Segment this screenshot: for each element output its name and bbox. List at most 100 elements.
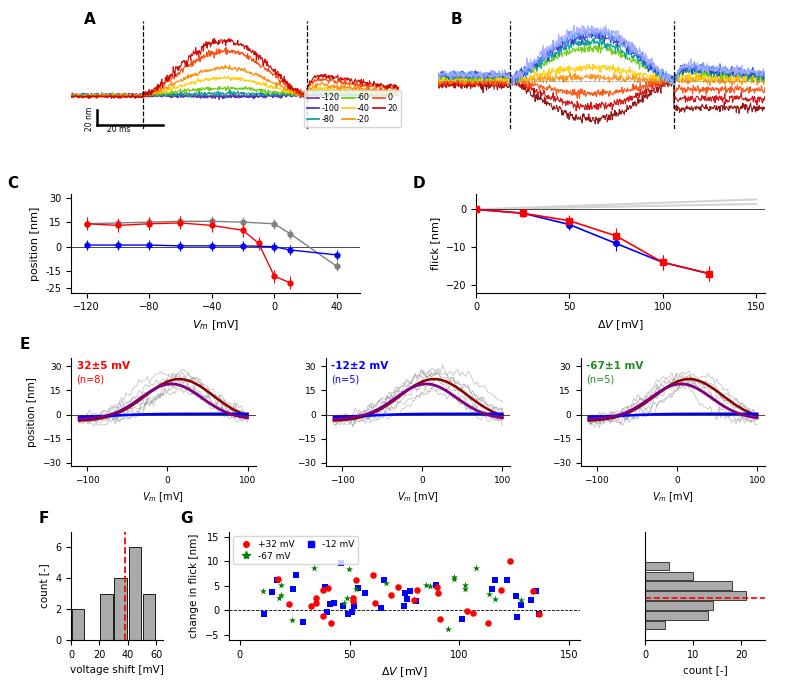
Point <box>308 563 320 574</box>
Point <box>410 585 423 596</box>
Point <box>346 596 359 607</box>
Text: C: C <box>7 176 18 191</box>
Legend: -120, -100, -80, -60, -40, -20, 0, 20: -120, -100, -80, -60, -40, -20, 0, 20 <box>304 90 401 127</box>
Point <box>321 582 334 593</box>
Point <box>316 610 329 621</box>
Point <box>504 556 517 567</box>
Text: (n=8): (n=8) <box>77 374 105 385</box>
X-axis label: count [-]: count [-] <box>683 665 727 675</box>
Point <box>257 585 270 596</box>
Point <box>282 598 295 609</box>
Point <box>309 598 322 609</box>
Text: -12±2 mV: -12±2 mV <box>331 361 389 372</box>
Point <box>316 584 329 595</box>
Text: A: A <box>84 12 95 27</box>
Bar <box>645 591 746 600</box>
Point <box>377 574 390 585</box>
Point <box>297 616 309 627</box>
X-axis label: voltage shift [mV]: voltage shift [mV] <box>70 665 164 675</box>
Point <box>447 573 460 584</box>
Bar <box>100 594 113 640</box>
Point <box>458 580 471 591</box>
Point <box>350 584 362 595</box>
Bar <box>72 609 84 640</box>
Point <box>403 585 416 596</box>
Legend: +32 mV, -67 mV, -12 mV: +32 mV, -67 mV, -12 mV <box>234 536 358 564</box>
Point <box>275 580 288 591</box>
Point <box>397 601 409 612</box>
Point <box>335 557 348 568</box>
Point <box>485 583 498 594</box>
Point <box>488 574 501 585</box>
Text: -67±1 mV: -67±1 mV <box>586 361 644 372</box>
X-axis label: $V_m$ [mV]: $V_m$ [mV] <box>398 491 439 504</box>
Point <box>533 609 545 620</box>
Point <box>342 563 355 574</box>
Text: (n=5): (n=5) <box>331 374 360 385</box>
Point <box>483 588 495 599</box>
Text: D: D <box>413 176 425 191</box>
Point <box>305 600 317 611</box>
Y-axis label: flick [nm]: flick [nm] <box>430 217 440 270</box>
Point <box>270 575 282 586</box>
Point <box>391 582 404 593</box>
Point <box>527 585 540 596</box>
Point <box>286 614 299 625</box>
Point <box>514 600 527 611</box>
Point <box>409 595 422 606</box>
Point <box>529 586 542 597</box>
Point <box>309 592 322 603</box>
Point <box>385 590 398 601</box>
Point <box>524 595 537 606</box>
Point <box>327 597 340 608</box>
Y-axis label: count [-]: count [-] <box>39 563 50 608</box>
Point <box>510 590 522 601</box>
Bar <box>645 621 664 630</box>
Point <box>511 612 524 623</box>
Point <box>319 581 331 592</box>
Point <box>467 608 480 619</box>
Point <box>420 580 432 591</box>
X-axis label: $V_m$ [mV]: $V_m$ [mV] <box>653 491 694 504</box>
Text: 20 ms: 20 ms <box>107 125 130 134</box>
Point <box>398 588 411 599</box>
Point <box>275 590 288 601</box>
Point <box>407 594 420 605</box>
Point <box>375 602 387 613</box>
Point <box>380 578 392 589</box>
Point <box>320 607 333 618</box>
Point <box>515 594 528 605</box>
Text: (n=5): (n=5) <box>586 374 615 385</box>
Point <box>501 574 514 585</box>
Point <box>442 624 454 635</box>
Bar <box>645 611 708 620</box>
Point <box>429 579 442 590</box>
Point <box>367 570 380 581</box>
Point <box>495 584 507 595</box>
Point <box>290 570 302 581</box>
Point <box>401 594 413 605</box>
Point <box>431 581 443 592</box>
Point <box>266 587 279 598</box>
Point <box>456 613 469 624</box>
Point <box>434 613 447 624</box>
Point <box>325 617 338 628</box>
Text: 32±5 mV: 32±5 mV <box>77 361 129 372</box>
X-axis label: $\Delta V$ [mV]: $\Delta V$ [mV] <box>597 318 644 332</box>
Bar <box>645 581 731 590</box>
Bar <box>114 578 127 640</box>
Text: E: E <box>19 337 30 352</box>
Point <box>359 587 372 598</box>
Point <box>323 598 336 609</box>
Point <box>350 575 362 586</box>
Text: 20 nm: 20 nm <box>85 107 94 131</box>
Bar <box>645 601 712 610</box>
Bar <box>129 547 141 640</box>
Point <box>423 581 436 592</box>
Point <box>369 597 382 608</box>
Point <box>272 574 285 585</box>
Point <box>432 588 444 599</box>
Point <box>287 583 300 594</box>
X-axis label: $V_m$ [mV]: $V_m$ [mV] <box>192 318 239 332</box>
Text: F: F <box>39 511 49 526</box>
